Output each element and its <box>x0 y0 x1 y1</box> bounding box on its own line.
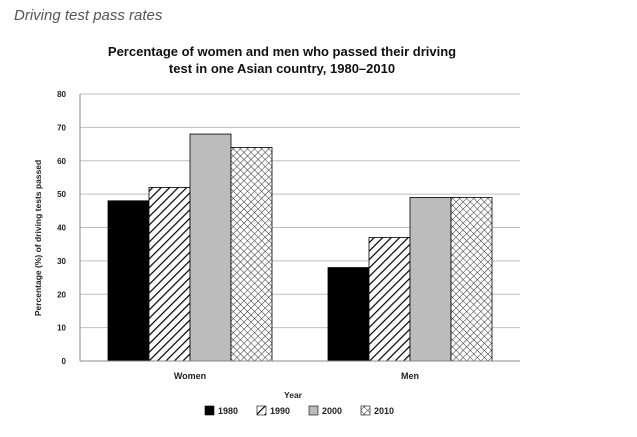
x-category-label: Men <box>401 371 419 381</box>
y-tick-label: 10 <box>57 324 66 333</box>
x-category-label: Women <box>174 371 206 381</box>
legend-label: 2000 <box>322 406 342 416</box>
y-axis-title: Percentage (%) of driving tests passed <box>33 160 43 316</box>
bar-women-2000 <box>189 133 232 362</box>
x-category-labels: Women Men <box>174 371 419 381</box>
bar-men-2010 <box>450 197 493 362</box>
page-caption: Driving test pass rates <box>14 7 163 24</box>
y-tick-label: 70 <box>57 123 66 132</box>
legend: 1980 1990 2000 2010 <box>204 405 394 416</box>
bar-men-2000 <box>409 197 452 362</box>
y-tick-labels: 0 10 20 30 40 50 60 70 80 <box>57 90 66 366</box>
bar-women-2010 <box>230 146 273 362</box>
y-tick-label: 60 <box>57 157 66 166</box>
y-tick-label: 0 <box>62 357 67 366</box>
bars <box>107 133 493 362</box>
legend-swatch-1980 <box>204 405 215 416</box>
bar-men-1990 <box>368 237 411 362</box>
y-tick-label: 50 <box>57 190 66 199</box>
bar-men-1980 <box>327 267 370 362</box>
legend-label: 1980 <box>218 406 238 416</box>
bar-women-1990 <box>148 187 191 362</box>
bar-women-1980 <box>107 200 150 362</box>
y-tick-label: 30 <box>57 257 66 266</box>
chart-title-line-1: Percentage of women and men who passed t… <box>108 44 456 59</box>
y-tick-label: 40 <box>57 224 66 233</box>
chart-title-line-2: test in one Asian country, 1980–2010 <box>169 61 395 76</box>
legend-label: 2010 <box>374 406 394 416</box>
legend-swatch-2010 <box>360 405 371 416</box>
legend-swatch-2000 <box>308 405 319 416</box>
x-axis-title: Year <box>284 390 303 400</box>
legend-label: 1990 <box>270 406 290 416</box>
legend-swatch-1990 <box>256 405 267 416</box>
y-tick-label: 80 <box>57 90 66 99</box>
y-tick-label: 20 <box>57 290 66 299</box>
